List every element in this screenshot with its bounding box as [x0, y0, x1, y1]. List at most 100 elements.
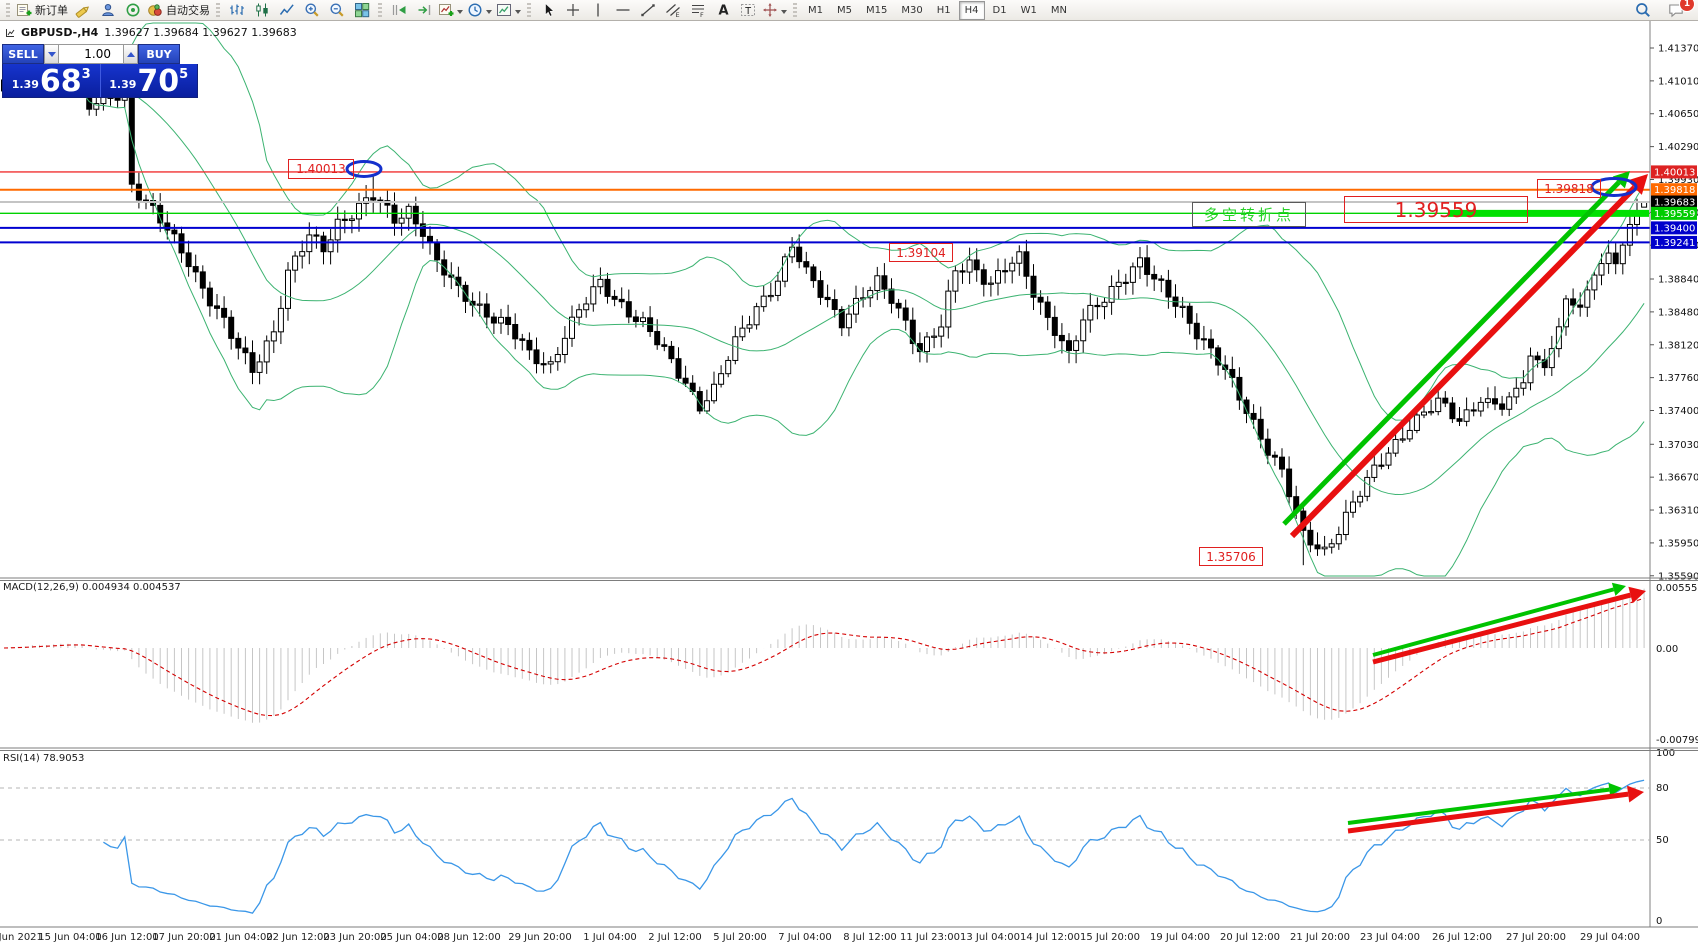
- svg-text:0.00: 0.00: [1656, 644, 1678, 655]
- toolbar-button-crosshair[interactable]: [560, 1, 585, 20]
- svg-text:1.39559: 1.39559: [1654, 209, 1695, 220]
- toolbar-button-radar[interactable]: [120, 1, 145, 20]
- timeframe-button-M1[interactable]: M1: [808, 4, 823, 16]
- horizontal-lines: [0, 171, 1650, 244]
- search-button[interactable]: [1630, 1, 1655, 20]
- auto-scroll-icon: [391, 2, 407, 18]
- symbol-period-label: GBPUSD-,H4: [21, 26, 99, 39]
- timeframe-button-H4[interactable]: H4: [958, 0, 985, 20]
- toolbar-grip: [527, 3, 531, 17]
- svg-text:0.005556: 0.005556: [1656, 583, 1698, 594]
- toolbar-button-text[interactable]: A: [710, 1, 735, 20]
- time-label: 1 Jul 04:00: [583, 932, 637, 943]
- dropdown-caret-icon: [781, 9, 787, 17]
- time-label: 11 Jul 23:00: [900, 932, 960, 943]
- price-annotation-139559[interactable]: 1.39559: [1344, 196, 1528, 223]
- toolbar-grip: [378, 3, 382, 17]
- volume-increase-button[interactable]: [123, 44, 138, 64]
- radar-icon: [125, 2, 141, 18]
- toolbar-button-tile-windows[interactable]: [349, 1, 374, 20]
- sell-button[interactable]: SELL: [2, 44, 44, 64]
- time-label: 25 Jun 04:00: [380, 932, 444, 943]
- toolbar-grip: [216, 3, 220, 17]
- svg-text:1.39400: 1.39400: [1654, 223, 1695, 234]
- volume-decrease-button[interactable]: [44, 44, 59, 64]
- svg-text:80: 80: [1656, 783, 1669, 794]
- chart-line-icon: [279, 2, 295, 18]
- toolbar-button-channel[interactable]: E: [660, 1, 685, 20]
- price-annotation-139104[interactable]: 1.39104: [889, 243, 953, 262]
- timeframe-button-W1[interactable]: W1: [1020, 4, 1037, 16]
- toolbar-button-crayon[interactable]: [70, 1, 95, 20]
- toolbar-button-chart-candles[interactable]: [249, 1, 274, 20]
- time-label: 2 Jul 12:00: [648, 932, 702, 943]
- sell-price-quote[interactable]: 1.39 68 3: [3, 64, 100, 97]
- toolbar-button-vline[interactable]: [585, 1, 610, 20]
- svg-text:-0.00799: -0.00799: [1656, 735, 1698, 746]
- toolbar-button-trendline[interactable]: [635, 1, 660, 20]
- svg-text:1.37030: 1.37030: [1658, 440, 1698, 451]
- price-annotation-135706[interactable]: 1.35706: [1199, 547, 1263, 566]
- time-label: 3 Jun 2021: [0, 932, 43, 943]
- toolbar-button-cursor[interactable]: [535, 1, 560, 20]
- notifications-button[interactable]: 1: [1663, 0, 1695, 20]
- svg-text:1.39241: 1.39241: [1654, 238, 1695, 249]
- crosshair-icon: [565, 2, 581, 18]
- toolbar-button-indicators[interactable]: [436, 1, 465, 20]
- toolbar-button-hline[interactable]: [610, 1, 635, 20]
- toolbar-button-fibonacci[interactable]: F: [685, 1, 710, 20]
- buy-price-pip: 5: [179, 67, 189, 82]
- toolbar-button-arrows[interactable]: [760, 1, 789, 20]
- toolbar-button-chart-bars[interactable]: [224, 1, 249, 20]
- buy-button[interactable]: BUY: [138, 44, 180, 64]
- timeframe-button-D1[interactable]: D1: [992, 4, 1007, 16]
- toolbar-button-shift-chart[interactable]: [411, 1, 436, 20]
- panel-separators: [0, 577, 1698, 928]
- toolbar-button-auto-scroll[interactable]: [386, 1, 411, 20]
- toolbar-button-profile[interactable]: [95, 1, 120, 20]
- drawn-ellipse: [1590, 177, 1638, 197]
- time-label: 5 Jul 20:00: [713, 932, 767, 943]
- time-label: 17 Jun 20:00: [152, 932, 216, 943]
- toolbar-button-templates[interactable]: [494, 1, 523, 20]
- timeframe-button-H1[interactable]: H1: [936, 4, 951, 16]
- toolbar-button-new-order[interactable]: 新订单: [14, 1, 70, 20]
- time-label: 23 Jun 20:00: [323, 932, 387, 943]
- buy-price-quote[interactable]: 1.39 70 5: [99, 64, 198, 97]
- svg-text:1.38480: 1.38480: [1658, 307, 1698, 318]
- toolbar-button-zoom-in[interactable]: [299, 1, 324, 20]
- toolbar-button-periods-clock[interactable]: [465, 1, 494, 20]
- sell-price-main: 68: [39, 64, 82, 99]
- time-label: 16 Jun 12:00: [95, 932, 159, 943]
- time-label: 21 Jun 04:00: [209, 932, 273, 943]
- crayon-icon: [75, 2, 91, 18]
- bollinger-bands: [3, 22, 1645, 577]
- toolbar-button-text-label[interactable]: T: [735, 1, 760, 20]
- toolbar-button-autotrade[interactable]: 自动交易: [145, 1, 212, 20]
- toolbar-button-zoom-out[interactable]: [324, 1, 349, 20]
- turning-point-annotation[interactable]: 多空转折点: [1192, 202, 1306, 227]
- vline-icon: [590, 2, 606, 18]
- channel-icon: E: [665, 2, 681, 18]
- volume-input[interactable]: [59, 44, 123, 64]
- tile-windows-icon: [354, 2, 370, 18]
- new-order-icon: [16, 2, 32, 18]
- price-tag-1.39400: [1651, 221, 1697, 235]
- time-label: 23 Jul 04:00: [1360, 932, 1420, 943]
- svg-text:1.35590: 1.35590: [1658, 571, 1698, 582]
- toolbar-button-chart-line[interactable]: [274, 1, 299, 20]
- timeframe-button-M5[interactable]: M5: [837, 4, 852, 16]
- price-annotation-140013[interactable]: 1.40013: [288, 159, 354, 179]
- timeframe-button-M30[interactable]: M30: [901, 4, 923, 16]
- triangle-down-icon: [47, 51, 56, 61]
- timeframe-button-M15[interactable]: M15: [866, 4, 888, 16]
- macd-signal-line: [3, 597, 1645, 717]
- time-label: 19 Jul 04:00: [1150, 932, 1210, 943]
- chart-bars-icon: [229, 2, 245, 18]
- price-annotation-139818[interactable]: 1.39818: [1537, 179, 1601, 198]
- timeframe-button-MN[interactable]: MN: [1050, 4, 1067, 16]
- svg-text:50: 50: [1656, 835, 1669, 846]
- drawn-ellipse: [345, 160, 383, 178]
